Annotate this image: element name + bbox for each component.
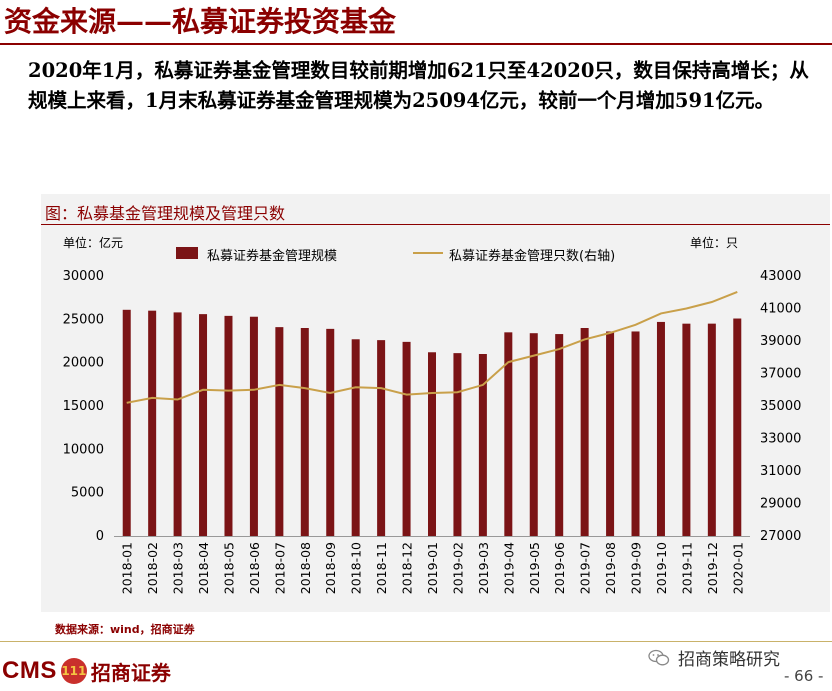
bar [656,321,665,536]
x-tick-label: 2019-01 [425,542,440,594]
x-tick-label: 2018-09 [323,542,338,594]
y-right-tick-label: 43000 [760,269,801,284]
logo-seal-icon: 111 [60,658,87,684]
x-tick-label: 2019-10 [654,542,669,594]
bar [224,315,233,536]
cms-logo: CMS 111 招商证券 [2,656,171,686]
bar [199,314,208,536]
x-tick-label: 2018-01 [120,542,135,594]
x-tick-label: 2018-08 [298,542,313,594]
bar [529,333,538,536]
wechat-icon [648,649,670,665]
wechat-label: 招商策略研究 [678,650,780,670]
y-left-tick-label: 25000 [63,312,104,327]
x-tick-label: 2019-11 [679,542,694,594]
x-tick-label: 2018-12 [400,542,415,594]
y-left-tick-label: 10000 [63,442,104,457]
y-left-tick-label: 30000 [63,269,104,284]
y-left-tick-label: 5000 [71,486,104,501]
y-right-tick-label: 27000 [760,529,801,544]
left-axis-unit: 单位：亿元 [63,236,124,250]
x-tick-label: 2018-07 [272,542,287,594]
legend-bar-swatch [176,247,198,259]
logo-text: CMS [2,657,57,684]
bar [707,323,716,536]
legend-line-label: 私募证券基金管理只数(右轴) [449,249,616,264]
x-tick-label: 2019-12 [705,542,720,594]
logo-chinese-name: 招商证券 [90,660,171,685]
bar [402,341,411,536]
data-source: 数据来源：wind，招商证券 [55,623,195,636]
bar [122,309,131,536]
footer-divider [0,641,832,642]
bar [326,328,335,536]
x-tick-label: 2019-04 [501,542,516,594]
bar [580,328,589,536]
y-right-tick-label: 41000 [760,302,801,317]
x-tick-label: 2019-05 [527,542,542,594]
x-tick-label: 2019-07 [578,542,593,594]
y-left-tick-label: 20000 [63,356,104,371]
bar [631,331,640,536]
bar [377,340,386,536]
x-tick-label: 2019-02 [450,542,465,594]
y-left-tick-label: 0 [96,529,104,544]
summary-text: 2020年1月，私募证券基金管理数目较前期增加621只至42020只，数目保持高… [28,59,809,112]
x-tick-label: 2018-03 [171,542,186,594]
y-right-tick-label: 35000 [760,399,801,414]
x-tick-label: 2018-06 [247,542,262,594]
x-tick-label: 2019-06 [552,542,567,594]
x-tick-label: 2018-05 [221,542,236,594]
legend-bar-label: 私募证券基金管理规模 [207,249,338,264]
x-tick-label: 2020-01 [730,542,745,594]
x-tick-label: 2018-11 [374,542,389,594]
y-left-tick-label: 15000 [63,399,104,414]
y-right-tick-label: 33000 [760,432,801,447]
y-right-tick-label: 37000 [760,367,801,382]
x-tick-label: 2019-08 [603,542,618,594]
y-right-tick-label: 31000 [760,464,801,479]
x-tick-label: 2019-09 [629,542,644,594]
line-series [126,290,738,404]
legend-line-swatch [413,252,443,254]
y-right-tick-label: 29000 [760,497,801,512]
x-tick-label: 2018-02 [145,542,160,594]
bar [682,323,691,536]
bar [173,312,182,536]
bar [453,353,462,536]
right-axis-unit: 单位：只 [690,236,739,250]
title-divider [0,43,832,45]
bar [478,354,487,536]
bar [428,352,436,536]
wechat-account: 招商策略研究 [648,645,780,670]
bar [733,318,742,536]
chart-title-divider [41,224,830,225]
bar [555,334,564,536]
page-title: 资金来源——私募证券投资基金 [4,5,397,38]
bar [351,339,360,536]
bar [249,316,258,536]
x-tick-label: 2019-03 [476,542,491,594]
x-tick-label: 2018-04 [196,542,211,594]
bar [606,331,615,536]
x-tick-label: 2018-10 [349,542,364,594]
chart-title: 图：私募基金管理规模及管理只数 [45,204,286,223]
bar [275,327,284,536]
y-right-tick-label: 39000 [760,334,801,349]
bar [504,332,513,536]
bar [148,310,157,536]
page-number: - 66 - [784,667,824,685]
bar [300,328,309,536]
